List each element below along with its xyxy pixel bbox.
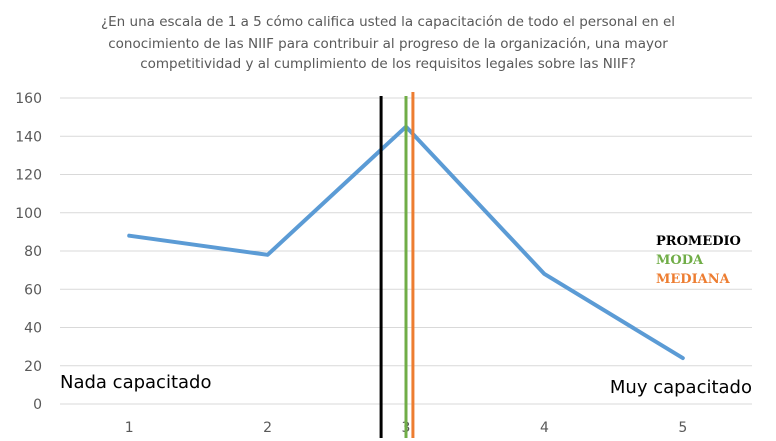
y-tick-label: 100 [15, 206, 42, 222]
y-tick-label: 40 [24, 321, 42, 337]
y-axis-ticks: 0 20 40 60 80 100 120 140 160 [15, 91, 42, 413]
x-tick-label: 5 [678, 420, 687, 436]
y-tick-label: 80 [24, 244, 42, 260]
chart-title-line: ¿En una escala de 1 a 5 cómo califica us… [101, 14, 675, 30]
legend-entry-promedio: PROMEDIO [656, 234, 741, 249]
chart-title-line: conocimiento de las NIIF para contribuir… [108, 36, 668, 52]
chart-title-line: competitividad y al cumplimiento de los … [140, 56, 636, 72]
y-tick-label: 120 [15, 168, 42, 184]
y-tick-label: 20 [24, 359, 42, 375]
y-tick-label: 140 [15, 129, 42, 145]
x-tick-label: 4 [540, 420, 549, 436]
legend-entry-moda: MODA [656, 253, 704, 268]
y-tick-label: 0 [33, 397, 42, 413]
annotation-left: Nada capacitado [60, 372, 211, 393]
legend-entry-mediana: MEDIANA [656, 272, 731, 287]
x-tick-label: 2 [263, 420, 272, 436]
x-tick-label: 1 [125, 420, 134, 436]
annotation-right: Muy capacitado [610, 377, 752, 398]
y-tick-label: 160 [15, 91, 42, 107]
y-tick-label: 60 [24, 282, 42, 298]
reference-lines [379, 92, 415, 438]
annotations: Nada capacitado Muy capacitado [60, 372, 752, 398]
chart-title: ¿En una escala de 1 a 5 cómo califica us… [101, 14, 675, 72]
legend: PROMEDIO MODA MEDIANA [656, 234, 741, 287]
